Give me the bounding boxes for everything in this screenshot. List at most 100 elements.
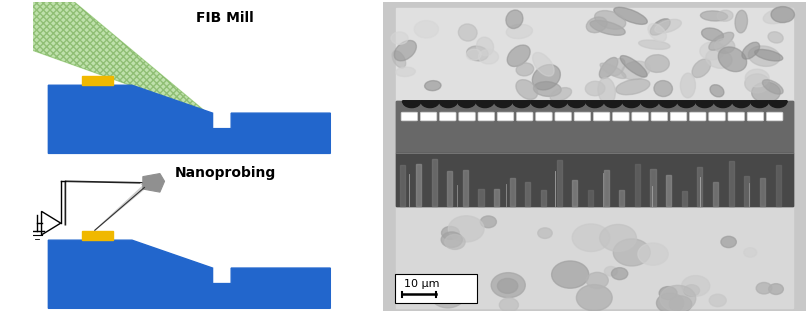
FancyBboxPatch shape [420,112,437,121]
Circle shape [721,236,736,248]
Wedge shape [769,101,787,107]
Ellipse shape [586,17,607,33]
Ellipse shape [710,85,724,97]
Ellipse shape [752,82,780,103]
Bar [572,180,578,206]
Wedge shape [659,101,677,107]
Wedge shape [458,101,475,107]
Wedge shape [403,101,420,107]
Ellipse shape [590,20,625,35]
Circle shape [441,232,463,247]
Bar [588,190,593,206]
Bar [83,231,113,240]
Ellipse shape [771,7,795,23]
Bar [479,189,484,206]
FancyBboxPatch shape [709,112,725,121]
Ellipse shape [610,58,625,76]
Ellipse shape [458,24,477,41]
Ellipse shape [533,53,554,76]
Bar [744,176,749,206]
Circle shape [572,224,610,252]
Ellipse shape [638,40,670,49]
Ellipse shape [586,81,605,96]
Ellipse shape [550,88,572,101]
Circle shape [538,228,552,239]
Wedge shape [623,101,640,107]
FancyBboxPatch shape [689,112,706,121]
Bar [432,159,437,206]
Text: FIB Mill: FIB Mill [196,11,254,25]
Bar [400,165,405,206]
Circle shape [660,285,696,312]
Ellipse shape [414,21,438,38]
Bar [396,153,793,206]
Bar [760,178,765,206]
Ellipse shape [768,32,783,43]
Circle shape [669,296,692,312]
Ellipse shape [654,80,672,96]
Text: 10 μm: 10 μm [403,279,439,289]
Circle shape [497,278,518,293]
Ellipse shape [396,67,416,77]
Circle shape [613,239,650,266]
Ellipse shape [700,42,725,60]
Ellipse shape [621,61,650,80]
Bar [713,182,718,206]
FancyBboxPatch shape [478,112,495,121]
Ellipse shape [599,58,618,79]
Circle shape [445,234,465,249]
Bar [682,191,687,206]
Bar [541,190,546,206]
FancyBboxPatch shape [395,274,477,303]
FancyBboxPatch shape [574,112,590,121]
Circle shape [604,266,617,276]
FancyBboxPatch shape [517,112,533,121]
FancyBboxPatch shape [671,112,687,121]
Circle shape [441,226,459,239]
FancyBboxPatch shape [497,112,514,121]
Ellipse shape [534,82,561,96]
Wedge shape [586,101,603,107]
Bar [729,161,734,206]
Ellipse shape [714,38,735,53]
Ellipse shape [748,46,780,66]
Ellipse shape [516,80,538,100]
Ellipse shape [680,73,696,98]
Bar [447,171,452,206]
Wedge shape [696,101,714,107]
Bar [666,175,671,206]
Ellipse shape [598,78,616,104]
Polygon shape [95,183,145,230]
Circle shape [586,272,608,289]
Circle shape [612,268,628,280]
Circle shape [656,293,684,313]
Ellipse shape [392,51,406,68]
Bar [775,166,781,206]
Polygon shape [5,0,207,112]
Circle shape [599,224,637,251]
Circle shape [710,294,727,307]
Bar [509,178,515,206]
Polygon shape [49,85,330,153]
Ellipse shape [467,49,481,60]
Wedge shape [751,101,769,107]
FancyBboxPatch shape [632,112,648,121]
FancyBboxPatch shape [612,112,629,121]
Ellipse shape [650,19,670,35]
Circle shape [769,284,783,295]
Circle shape [431,283,465,308]
Ellipse shape [755,49,782,61]
Polygon shape [49,240,330,308]
Wedge shape [641,101,659,107]
Circle shape [480,216,497,228]
FancyBboxPatch shape [401,112,418,121]
Ellipse shape [718,47,747,72]
Bar [603,170,608,206]
Ellipse shape [467,46,488,61]
FancyBboxPatch shape [766,112,783,121]
Bar [463,170,468,206]
Wedge shape [476,101,494,107]
Ellipse shape [507,45,530,67]
Circle shape [681,275,710,296]
Circle shape [684,285,700,296]
